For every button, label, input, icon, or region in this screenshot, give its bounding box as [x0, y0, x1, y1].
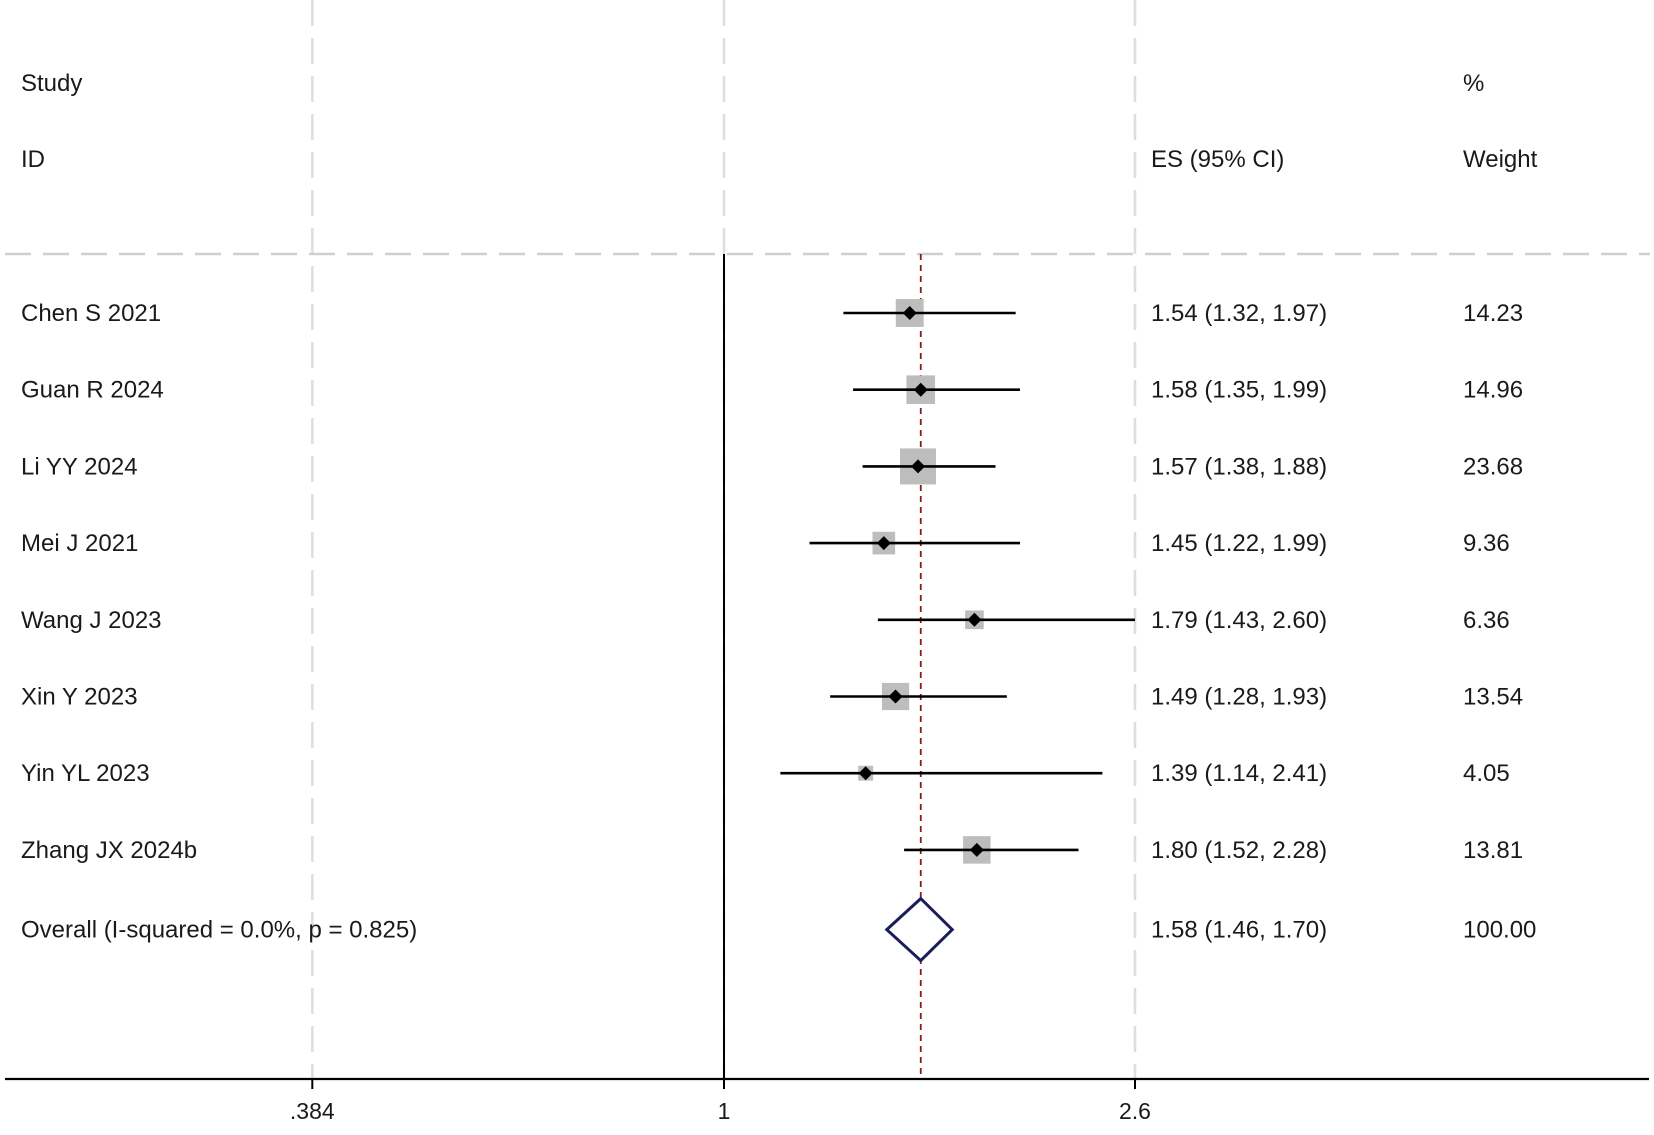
- study-row: Guan R 2024 1.58 (1.35, 1.99) 14.96: [21, 375, 1523, 405]
- overall-es-ci-text: 1.58 (1.46, 1.70): [1151, 917, 1327, 944]
- study-label: Li YY 2024: [21, 453, 138, 480]
- reference-lines: [723, 254, 922, 1079]
- header-es: ES (95% CI): [1151, 146, 1284, 173]
- study-row: Mei J 2021 1.45 (1.22, 1.99) 9.36: [21, 530, 1510, 557]
- es-ci-text: 1.58 (1.35, 1.99): [1151, 377, 1327, 404]
- es-ci-text: 1.45 (1.22, 1.99): [1151, 530, 1327, 557]
- weight-text: 14.23: [1463, 300, 1523, 327]
- header-weight: Weight: [1463, 146, 1538, 173]
- overall-row: Overall (I-squared = 0.0%, p = 0.825) 1.5…: [21, 896, 1536, 963]
- header-study: Study: [21, 70, 82, 97]
- point-estimate: [888, 689, 903, 704]
- study-row: Wang J 2023 1.79 (1.43, 2.60) 6.36: [21, 607, 1510, 634]
- study-row: Li YY 2024 1.57 (1.38, 1.88) 23.68: [21, 448, 1523, 485]
- weight-text: 6.36: [1463, 607, 1510, 634]
- weight-text: 13.54: [1463, 684, 1523, 711]
- study-label: Mei J 2021: [21, 530, 138, 557]
- study-label: Xin Y 2023: [21, 684, 138, 711]
- study-label: Yin YL 2023: [21, 760, 150, 787]
- header-percent: %: [1463, 70, 1484, 97]
- overall-diamond: [884, 896, 955, 963]
- point-estimate: [913, 382, 928, 397]
- study-label: Zhang JX 2024b: [21, 837, 197, 864]
- point-estimate: [967, 612, 982, 627]
- weight-text: 13.81: [1463, 837, 1523, 864]
- point-estimate: [969, 842, 984, 857]
- study-row: Yin YL 2023 1.39 (1.14, 2.41) 4.05: [21, 760, 1510, 787]
- x-tick-label: 2.6: [1119, 1098, 1151, 1124]
- weight-text: 14.96: [1463, 377, 1523, 404]
- point-estimate: [911, 459, 926, 474]
- es-ci-text: 1.39 (1.14, 2.41): [1151, 760, 1327, 787]
- point-estimate: [858, 766, 873, 781]
- study-row: Xin Y 2023 1.49 (1.28, 1.93) 13.54: [21, 682, 1523, 711]
- es-ci-text: 1.79 (1.43, 2.60): [1151, 607, 1327, 634]
- x-axis: .384 1 2.6: [5, 1077, 1649, 1124]
- study-label: Chen S 2021: [21, 300, 161, 327]
- point-estimate: [902, 306, 917, 320]
- es-ci-text: 1.57 (1.38, 1.88): [1151, 453, 1327, 480]
- es-ci-text: 1.49 (1.28, 1.93): [1151, 684, 1327, 711]
- weight-text: 4.05: [1463, 760, 1510, 787]
- x-tick-label: 1: [718, 1098, 731, 1124]
- study-rows: Chen S 2021 1.54 (1.32, 1.97) 14.23 Guan R …: [21, 299, 1523, 864]
- study-row: Zhang JX 2024b 1.80 (1.52, 2.28) 13.81: [21, 836, 1523, 864]
- es-ci-text: 1.80 (1.52, 2.28): [1151, 837, 1327, 864]
- x-tick-label: .384: [290, 1098, 335, 1124]
- point-estimate: [876, 536, 891, 551]
- study-label: Wang J 2023: [21, 607, 162, 634]
- weight-text: 23.68: [1463, 453, 1523, 480]
- es-ci-text: 1.54 (1.32, 1.97): [1151, 300, 1327, 327]
- study-row: Chen S 2021 1.54 (1.32, 1.97) 14.23: [21, 299, 1523, 327]
- weight-text: 9.36: [1463, 530, 1510, 557]
- overall-label: Overall (I-squared = 0.0%, p = 0.825): [21, 917, 417, 944]
- header-id: ID: [21, 146, 45, 173]
- study-label: Guan R 2024: [21, 377, 164, 404]
- overall-weight-text: 100.00: [1463, 917, 1536, 944]
